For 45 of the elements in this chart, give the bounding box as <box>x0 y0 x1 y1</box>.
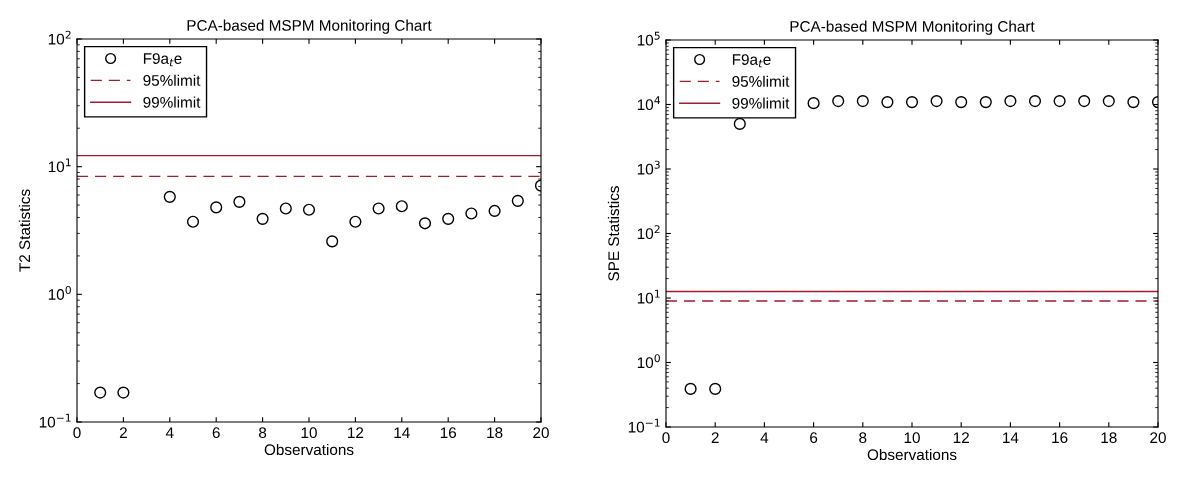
y-tick-label: 10$^{−1}$ <box>39 413 71 428</box>
chart-title: PCA-based MSPM Monitoring Chart <box>790 20 1035 35</box>
x-tick-label: 4 <box>760 432 769 443</box>
y-tick-label: 10$^{4}$ <box>637 96 661 111</box>
x-tick-label: 16 <box>440 427 457 439</box>
x-tick-label: 8 <box>259 427 267 439</box>
y-axis-title: T2 Statistics <box>18 189 31 272</box>
x-tick-label: 20 <box>533 427 549 439</box>
x-tick-label: 2 <box>119 427 127 438</box>
y-axis-title: SPE Statistics <box>607 186 620 281</box>
x-tick-label: 14 <box>394 427 410 438</box>
x-tick-label: 10 <box>904 432 920 444</box>
x-tick-label: 18 <box>1101 432 1117 444</box>
x-axis-title: Observations <box>867 448 957 461</box>
x-tick-label: 0 <box>662 432 670 444</box>
x-tick-label: 2 <box>711 432 719 443</box>
x-tick-label: 12 <box>953 432 969 443</box>
legend-label: 99%limit <box>143 96 201 108</box>
legend-label: 95%limit <box>143 74 201 86</box>
x-tick-label: 20 <box>1150 432 1166 444</box>
y-tick-label: 10$^{1}$ <box>48 158 71 173</box>
y-tick-label: 10$^{2}$ <box>48 30 71 45</box>
y-tick-label: 10$^{−1}$ <box>628 418 660 433</box>
legend-label: 99%limit <box>732 97 790 109</box>
x-tick-label: 8 <box>859 432 867 444</box>
y-tick-label: 10$^{5}$ <box>637 31 660 46</box>
chart-title: PCA-based MSPM Monitoring Chart <box>187 19 432 34</box>
x-tick-label: 16 <box>1052 432 1068 444</box>
x-tick-label: 12 <box>348 427 364 438</box>
y-tick-label: 10$^{0}$ <box>637 354 660 369</box>
x-tick-label: 0 <box>73 427 81 439</box>
x-tick-label: 18 <box>487 427 503 439</box>
x-tick-label: 10 <box>301 427 317 439</box>
legend-label: F9a$_{t}$e <box>732 54 771 68</box>
x-tick-label: 14 <box>1003 432 1019 443</box>
x-tick-label: 6 <box>810 432 818 444</box>
x-tick-label: 6 <box>212 427 220 439</box>
y-tick-label: 10$^{3}$ <box>637 160 660 175</box>
y-tick-label: 10$^{1}$ <box>637 289 660 304</box>
legend-label: F9a$_{t}$e <box>143 53 182 67</box>
y-tick-label: 10$^{0}$ <box>48 285 71 300</box>
x-axis-title: Observations <box>264 443 354 456</box>
legend-label: 95%limit <box>732 75 790 87</box>
x-tick-label: 4 <box>165 427 174 438</box>
y-tick-label: 10$^{2}$ <box>637 225 660 240</box>
